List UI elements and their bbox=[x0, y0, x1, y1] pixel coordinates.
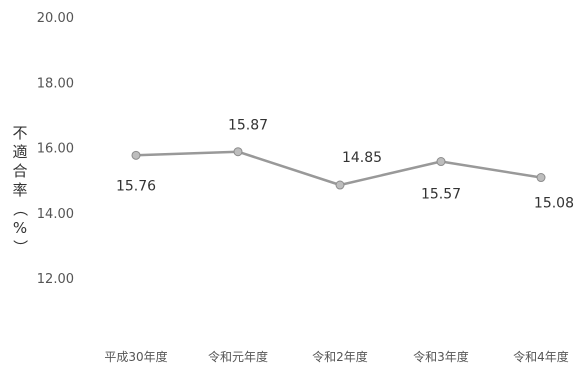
x-category-label: 令和元年度 bbox=[208, 349, 268, 364]
data-label: 15.87 bbox=[228, 118, 268, 134]
data-label: 15.76 bbox=[116, 178, 156, 194]
x-category-label: 令和4年度 bbox=[513, 349, 569, 364]
y-tick-label: 16.00 bbox=[37, 142, 74, 157]
x-category-label: 平成30年度 bbox=[104, 349, 167, 364]
y-tick-label: 18.00 bbox=[37, 76, 74, 91]
data-point-marker bbox=[335, 180, 345, 190]
data-point-marker bbox=[233, 147, 243, 157]
x-category-label: 令和2年度 bbox=[312, 349, 368, 364]
data-label: 15.57 bbox=[421, 187, 461, 203]
y-axis-label-char: % bbox=[13, 219, 27, 237]
y-axis-label-char: 不 bbox=[12, 124, 27, 142]
data-label: 15.08 bbox=[534, 196, 574, 212]
data-point-marker bbox=[131, 150, 141, 160]
y-tick-label: 20.00 bbox=[37, 11, 74, 26]
series-polyline bbox=[135, 150, 542, 187]
data-point-marker bbox=[436, 157, 446, 167]
y-axis-label-char: 率 bbox=[12, 181, 27, 199]
data-points bbox=[131, 147, 546, 190]
y-axis-label-char: 合 bbox=[12, 162, 27, 180]
x-axis-categories: 平成30年度 令和元年度 令和2年度 令和3年度 令和4年度 bbox=[104, 349, 568, 364]
data-point-marker bbox=[536, 173, 546, 183]
series-line bbox=[135, 150, 542, 187]
data-label: 14.85 bbox=[342, 150, 382, 166]
x-category-label: 令和3年度 bbox=[413, 349, 469, 364]
y-axis-label-char: 適 bbox=[12, 143, 27, 161]
y-axis-label-char: （ bbox=[11, 201, 29, 216]
y-tick-label: 14.00 bbox=[37, 207, 74, 222]
data-labels: 15.76 15.87 14.85 15.57 15.08 bbox=[116, 118, 574, 212]
y-axis-label-char: ） bbox=[11, 239, 29, 254]
y-axis-ticks: 12.00 14.00 16.00 18.00 20.00 bbox=[37, 11, 74, 287]
y-tick-label: 12.00 bbox=[37, 272, 74, 287]
